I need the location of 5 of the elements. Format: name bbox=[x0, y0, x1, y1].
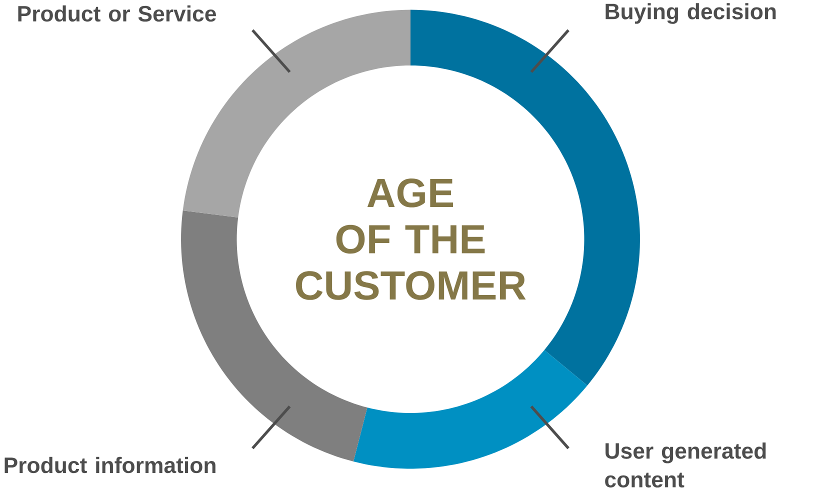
text: AGE OF THE CUSTOMER bbox=[296, 178, 526, 300]
slice-label: Buying decision bbox=[606, 3, 776, 24]
slice-label: User generated content bbox=[605, 442, 766, 488]
slice-label: Product information bbox=[4, 457, 216, 474]
slice-label: Product or Service bbox=[18, 6, 216, 22]
